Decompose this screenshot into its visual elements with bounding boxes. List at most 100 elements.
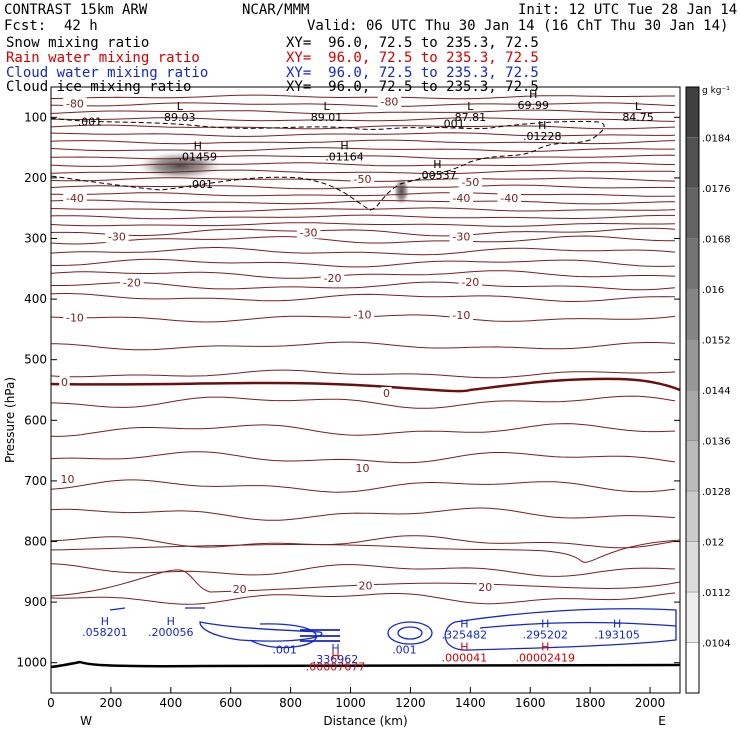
extremum-marker: H	[340, 139, 348, 152]
isotherm-line	[51, 535, 676, 549]
x-tick-label: 400	[159, 696, 182, 710]
isotherm-label-bg	[377, 95, 402, 108]
colorbar-tick-label: .0104	[702, 639, 731, 650]
field-rain-xy: XY= 96.0, 72.5 to 235.3, 72.5	[286, 50, 539, 66]
colorbar-tick-label: .0152	[702, 336, 731, 347]
y-tick-label: 900	[24, 595, 47, 609]
colorbar-tick-label: .0176	[702, 184, 731, 195]
isotherm-label: -50	[461, 176, 479, 189]
snow-shading	[393, 177, 410, 206]
extremum-marker: H	[194, 139, 202, 152]
isotherm-line	[51, 479, 676, 493]
isotherm-label-bg	[63, 97, 87, 110]
forecast-label: Fcst:	[4, 18, 47, 34]
y-tick-label: 200	[24, 171, 47, 185]
isotherm-line	[51, 395, 676, 409]
x-tick-label: 600	[219, 696, 242, 710]
isotherm-line	[51, 281, 676, 291]
isotherm-line	[51, 369, 676, 379]
colorbar-cell	[685, 440, 700, 492]
x-tick-label: 200	[99, 696, 122, 710]
isotherm-label: -10	[452, 309, 470, 322]
isotherm-label: 0	[383, 387, 390, 400]
isotherm-label-bg	[449, 230, 474, 243]
extremum-value: .336962	[313, 653, 359, 666]
isotherm-line	[51, 227, 676, 237]
isotherm-label: -80	[66, 97, 84, 110]
isotherm-line	[51, 169, 676, 175]
cloud-water-contour	[249, 623, 318, 649]
extremum-value: 84.75	[622, 111, 654, 124]
isotherm-label: -80	[380, 96, 398, 109]
isotherm-line	[51, 451, 676, 464]
x-tick-label: 2000	[635, 696, 666, 710]
isotherm-label: -20	[461, 276, 479, 289]
isotherm-line	[51, 293, 676, 303]
extremum-marker: H	[541, 641, 549, 654]
extremum-value: .193105	[594, 629, 640, 642]
isotherm-line	[51, 235, 675, 245]
isotherm-line	[51, 184, 675, 190]
extremum-marker: L	[177, 100, 184, 113]
x-tick-label: 800	[279, 696, 302, 710]
terrain-line	[51, 660, 680, 669]
colorbar-cell	[685, 137, 700, 189]
isotherm-line	[51, 539, 680, 563]
colorbar-cell	[685, 541, 700, 593]
field-cloudwater-xy: XY= 96.0, 72.5 to 235.3, 72.5	[286, 65, 539, 81]
isotherm-line	[51, 154, 676, 160]
colorbar-tick-label: .0128	[702, 487, 731, 498]
isotherm-label-bg	[120, 276, 144, 289]
isotherm-label: 20	[478, 581, 492, 594]
isotherm-label-bg	[458, 176, 483, 189]
isotherm-label-bg	[350, 308, 375, 321]
cloud-water-contour	[387, 621, 433, 645]
cloud-water-contour	[397, 626, 423, 640]
isotherm-label: -40	[452, 192, 470, 205]
extremum-value: .200056	[148, 626, 194, 639]
isotherm-label-bg	[320, 271, 345, 284]
x-axis-title: Distance (km)	[323, 714, 407, 728]
isotherm-label: -30	[300, 226, 318, 239]
extremum-value: 89.03	[164, 111, 196, 124]
cloud-ice-label: .001	[189, 178, 214, 191]
isotherm-label-bg	[458, 276, 483, 289]
isotherm-label: 20	[359, 580, 373, 593]
colorbar-cell	[685, 86, 700, 138]
extremum-marker: H	[167, 615, 175, 628]
colorbar-tick-label: .016	[702, 285, 724, 296]
isotherm-label: 10	[60, 473, 74, 486]
field-cloudwater-name: Cloud water mixing ratio	[6, 65, 209, 81]
isotherm-label-bg	[59, 376, 70, 389]
cloud-water-label: .001	[392, 643, 417, 656]
forecast-hour: 42 h	[64, 18, 98, 34]
isotherm-line	[51, 258, 676, 268]
isotherm-line	[51, 192, 676, 197]
isotherm-label: -10	[66, 311, 84, 324]
extremum-marker: H	[331, 650, 339, 663]
field-rain-name: Rain water mixing ratio	[6, 50, 200, 66]
y-tick-label: 700	[24, 474, 47, 488]
isotherm-label: -50	[354, 173, 372, 186]
colorbar-cell	[685, 288, 700, 340]
east-endpoint-label: E	[658, 714, 666, 728]
extremum-marker: L	[323, 100, 330, 113]
extremum-value: .000041	[442, 652, 488, 665]
extremum-value: .00537	[418, 169, 457, 182]
x-tick-label: 1600	[515, 696, 546, 710]
isotherm-label-bg	[497, 191, 522, 204]
isotherm-label: -40	[500, 192, 518, 205]
y-tick-label: 600	[24, 413, 47, 427]
isotherm-label-bg	[354, 462, 372, 475]
x-tick-label: 1000	[335, 696, 366, 710]
colorbar-tick-label: .012	[702, 538, 724, 549]
field-snow-name: Snow mixing ratio	[6, 35, 150, 51]
colorbar-unit: g kg⁻¹	[702, 86, 730, 96]
isotherm-line	[51, 124, 676, 130]
extremum-marker: H	[460, 618, 468, 631]
isotherm-label-bg	[63, 311, 87, 324]
colorbar-tick-label: .0144	[702, 386, 731, 397]
isotherm-line	[51, 222, 676, 227]
cloud-water-contour	[109, 607, 205, 611]
